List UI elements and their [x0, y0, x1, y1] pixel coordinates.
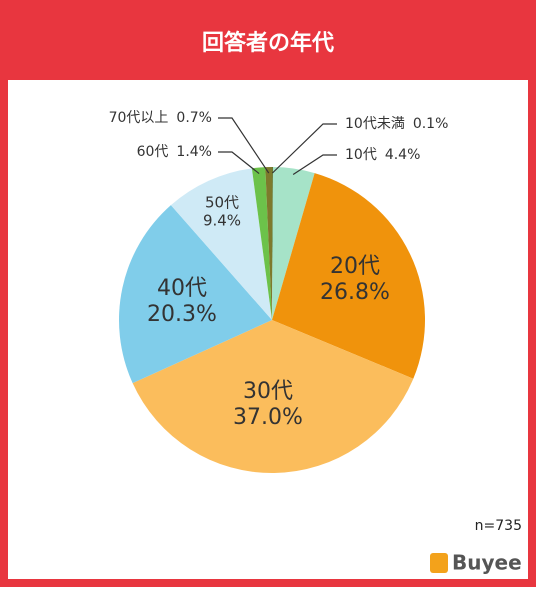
pie-slice: [272, 173, 426, 379]
category-label: 30代: [243, 379, 293, 404]
value-label: 20.3%: [147, 302, 217, 327]
data-label: 10代 4.4%: [345, 147, 420, 163]
value-label: 1.4%: [176, 144, 212, 160]
leader-line: [218, 151, 260, 175]
brand: Buyee: [452, 551, 522, 575]
category-label: 10代: [345, 147, 377, 163]
value-label: 37.0%: [233, 405, 303, 430]
value-label: 0.7%: [176, 110, 212, 126]
pie-slice: [132, 320, 414, 474]
data-label: 70代以上 0.7%: [109, 110, 212, 126]
pie-slice: [170, 168, 272, 320]
category-label: 70代以上: [109, 110, 169, 126]
brand-icon: [430, 553, 448, 573]
value-label: 9.4%: [203, 212, 241, 230]
value-label: 0.1%: [413, 116, 449, 132]
value-label: 4.4%: [385, 147, 421, 163]
category-label: 10代未満: [345, 116, 405, 132]
value-label: 26.8%: [320, 280, 390, 305]
pie-slice: [251, 167, 272, 320]
leader-line: [218, 117, 270, 174]
chart-title: 回答者の年代: [202, 30, 334, 56]
category-label: 40代: [157, 276, 207, 301]
category-label: 50代: [205, 194, 239, 212]
pie-slice: [265, 167, 272, 320]
pie-slice: [272, 167, 273, 320]
pie-slice: [272, 167, 315, 320]
category-label: 20代: [330, 254, 380, 279]
pie-slice: [118, 205, 272, 384]
sample-note: n=735: [475, 518, 522, 534]
category-label: 60代: [137, 144, 169, 160]
leader-line: [272, 123, 337, 174]
data-label: 10代未満 0.1%: [345, 116, 448, 132]
leader-line: [292, 154, 337, 176]
data-label: 60代 1.4%: [137, 144, 212, 160]
